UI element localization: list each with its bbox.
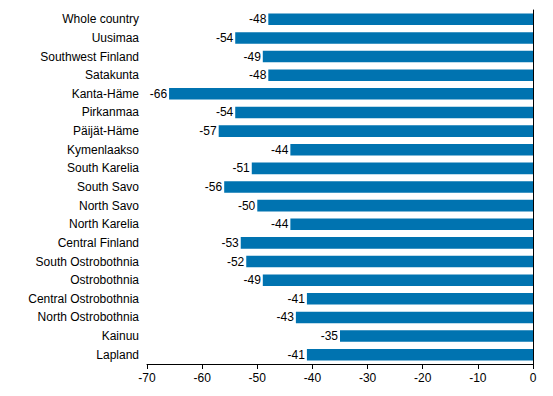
svg-text:-53: -53: [221, 236, 239, 250]
svg-text:-54: -54: [216, 105, 234, 119]
svg-text:Päijät-Häme: Päijät-Häme: [73, 124, 139, 138]
svg-text:North Karelia: North Karelia: [69, 217, 139, 231]
svg-text:Kainuu: Kainuu: [102, 329, 139, 343]
svg-text:South Karelia: South Karelia: [67, 161, 139, 175]
svg-text:-70: -70: [138, 371, 156, 385]
svg-text:Pirkanmaa: Pirkanmaa: [82, 105, 140, 119]
svg-text:-10: -10: [469, 371, 487, 385]
svg-text:0: 0: [530, 371, 537, 385]
svg-text:Lapland: Lapland: [96, 348, 139, 362]
svg-text:Southwest Finland: Southwest Finland: [40, 50, 139, 64]
svg-text:-40: -40: [304, 371, 322, 385]
svg-text:-35: -35: [321, 329, 339, 343]
svg-text:Kanta-Häme: Kanta-Häme: [72, 87, 140, 101]
svg-text:-41: -41: [288, 348, 306, 362]
svg-text:-54: -54: [216, 31, 234, 45]
svg-text:-50: -50: [249, 371, 267, 385]
svg-text:-44: -44: [271, 143, 289, 157]
svg-text:-51: -51: [232, 161, 250, 175]
svg-text:-44: -44: [271, 217, 289, 231]
svg-text:Satakunta: Satakunta: [85, 68, 139, 82]
svg-text:-52: -52: [227, 255, 245, 269]
svg-text:-48: -48: [249, 68, 267, 82]
svg-text:-41: -41: [288, 292, 306, 306]
svg-text:Ostrobothnia: Ostrobothnia: [70, 273, 139, 287]
svg-text:-60: -60: [193, 371, 211, 385]
svg-text:-49: -49: [243, 50, 261, 64]
svg-text:South Ostrobothnia: South Ostrobothnia: [36, 255, 140, 269]
svg-text:Whole country: Whole country: [62, 12, 139, 26]
svg-text:-49: -49: [243, 273, 261, 287]
svg-text:-48: -48: [249, 12, 267, 26]
svg-text:-43: -43: [277, 310, 295, 324]
svg-text:-50: -50: [238, 199, 256, 213]
svg-text:North Savo: North Savo: [79, 199, 139, 213]
svg-text:-66: -66: [150, 87, 168, 101]
svg-text:-56: -56: [205, 180, 223, 194]
svg-text:South Savo: South Savo: [77, 180, 139, 194]
svg-text:Kymenlaakso: Kymenlaakso: [67, 143, 139, 157]
svg-text:North Ostrobothnia: North Ostrobothnia: [38, 310, 140, 324]
svg-text:Uusimaa: Uusimaa: [92, 31, 140, 45]
svg-text:-30: -30: [359, 371, 377, 385]
svg-text:-20: -20: [414, 371, 432, 385]
svg-text:Central Ostrobothnia: Central Ostrobothnia: [28, 292, 139, 306]
svg-text:Central Finland: Central Finland: [58, 236, 139, 250]
svg-text:-57: -57: [199, 124, 217, 138]
